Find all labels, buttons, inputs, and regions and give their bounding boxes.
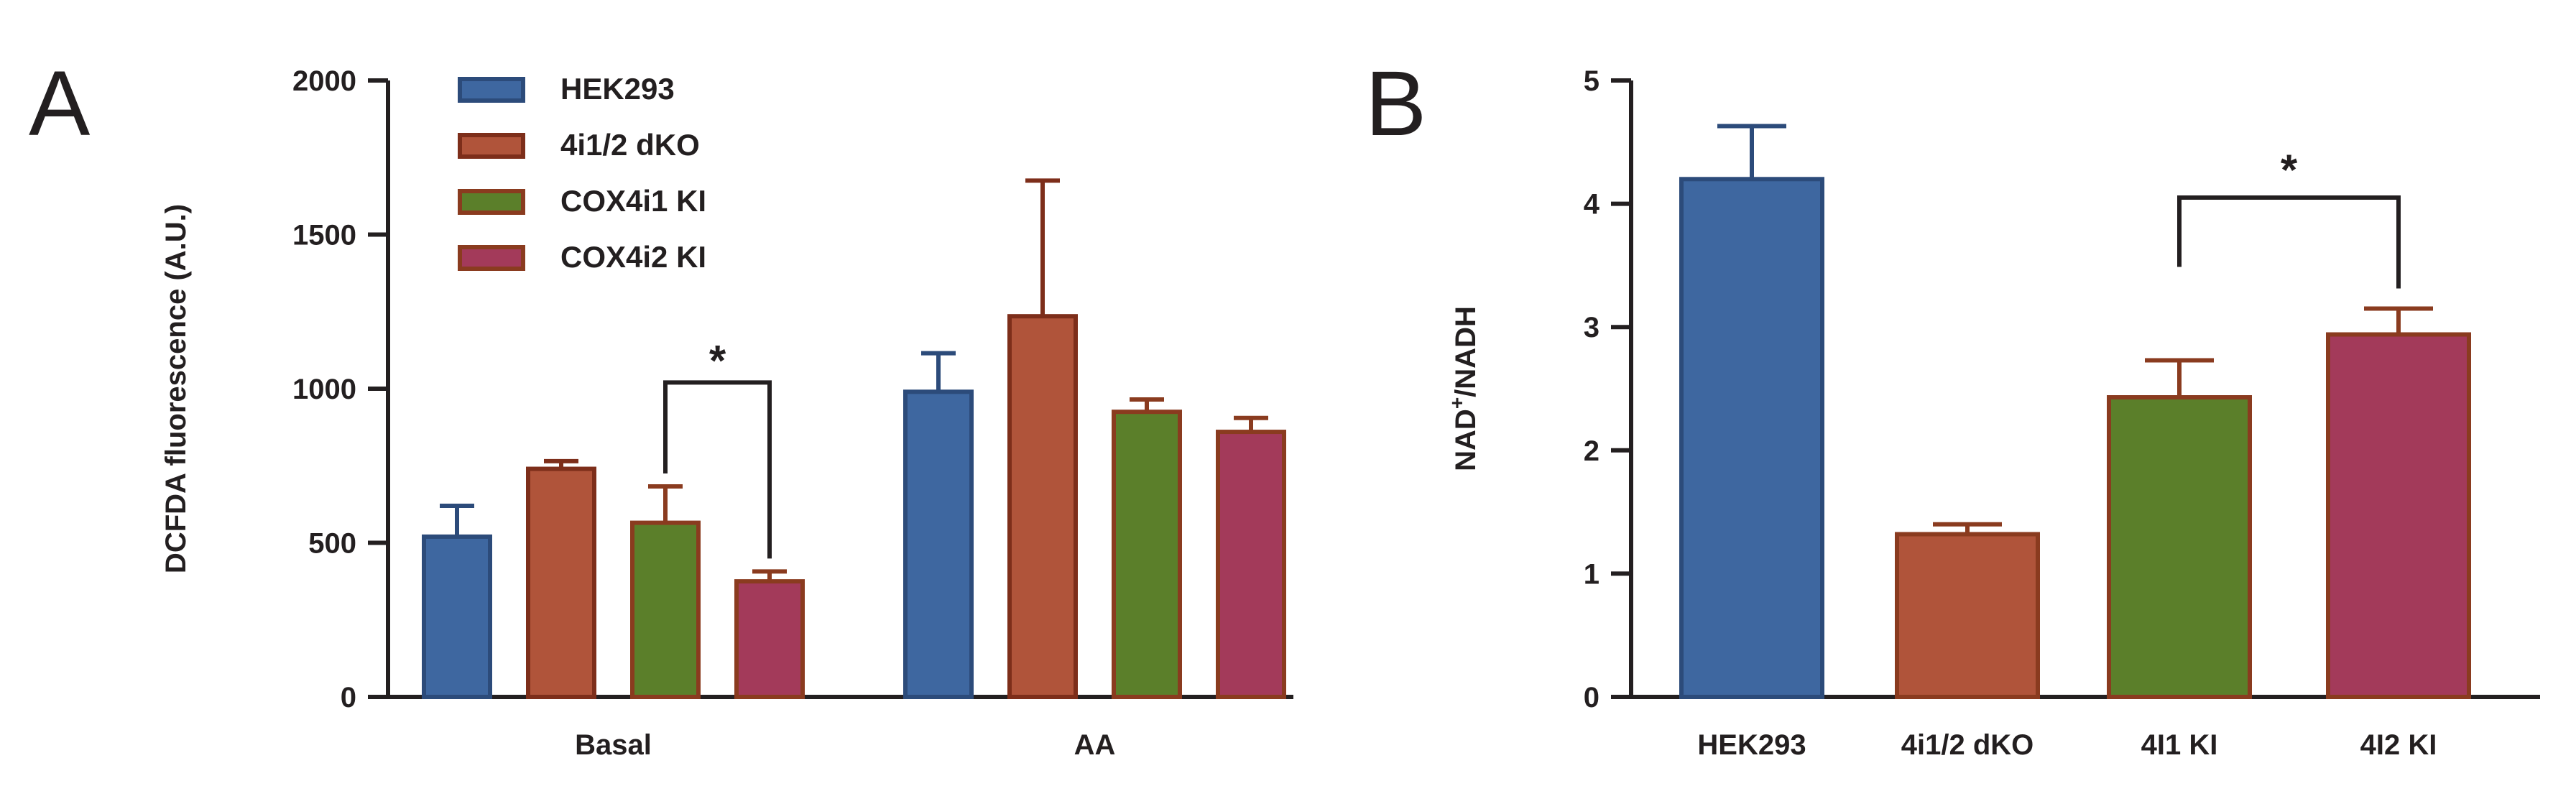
bar-hek293-basal — [422, 534, 492, 699]
panel-b: B 0 1 2 3 4 5 NAD+/NADH HEK293 4i1/2 dKO 4I1 KI 4I… — [1365, 52, 2540, 761]
bar-4i1-2-dko-aa — [1007, 314, 1078, 699]
x-category-label: HEK293 — [1697, 729, 1806, 761]
legend-label: HEK293 — [560, 72, 675, 106]
bar-4i1-2-dko-basal — [526, 466, 596, 699]
y-tick-label: 2000 — [292, 65, 356, 97]
y-tick-label: 1 — [1584, 558, 1599, 590]
significance-bracket — [2177, 195, 2401, 289]
y-axis-title-superscript: + — [1446, 397, 1468, 409]
y-tick-label: 0 — [1584, 682, 1599, 713]
legend-swatch — [458, 77, 525, 103]
significance-star: * — [709, 336, 726, 384]
legend-label: COX4i1 KI — [560, 184, 706, 218]
y-tick-label: 1500 — [292, 220, 356, 251]
x-category-label: 4I1 KI — [2141, 729, 2218, 761]
bar-4i1-2-dko — [1895, 532, 2040, 699]
legend-label: 4i1/2 dKO — [560, 128, 700, 162]
x-category-label: AA — [1074, 729, 1116, 761]
y-tick-label: 0 — [341, 682, 356, 713]
y-tick-label: 5 — [1584, 65, 1599, 97]
x-category-label: 4i1/2 dKO — [1901, 729, 2034, 761]
bar-cox4i1-ki-aa — [1112, 410, 1182, 699]
panel-a-letter: A — [29, 52, 91, 155]
y-axis-title-rest: /NADH — [1450, 306, 1482, 397]
y-axis-title: NAD+/NADH — [1446, 306, 1482, 471]
y-tick-label: 3 — [1584, 312, 1599, 343]
panel-a: A 0 500 1000 1500 2000 DCFDA fluorescence (A.… — [29, 52, 1293, 761]
y-tick-label: 500 — [308, 528, 356, 560]
y-tick-label: 2 — [1584, 435, 1599, 467]
bar-cox4i2-ki-aa — [1216, 430, 1286, 699]
bar-4i1-ki — [2107, 395, 2252, 700]
x-category-label: 4I2 KI — [2360, 729, 2437, 761]
significance-star: * — [2281, 146, 2298, 194]
y-tick-label: 4 — [1584, 189, 1600, 221]
bar-hek293-aa — [903, 389, 974, 699]
bar-hek293 — [1679, 177, 1824, 699]
y-axis-title-main: NAD — [1450, 409, 1482, 471]
legend-label: COX4i2 KI — [560, 240, 706, 274]
legend-swatch — [458, 189, 525, 215]
bar-cox4i1-ki-basal — [630, 520, 701, 699]
legend-swatch — [458, 245, 525, 271]
legend-swatch — [458, 133, 525, 159]
y-axis-title: DCFDA fluorescence (A.U.) — [160, 204, 192, 573]
panel-b-letter: B — [1365, 52, 1426, 155]
significance-bracket — [663, 380, 772, 559]
bar-cox4i2-ki-basal — [734, 579, 805, 699]
bar-4i2-ki — [2326, 332, 2471, 699]
x-category-label: Basal — [575, 729, 652, 761]
y-tick-label: 1000 — [292, 374, 356, 405]
